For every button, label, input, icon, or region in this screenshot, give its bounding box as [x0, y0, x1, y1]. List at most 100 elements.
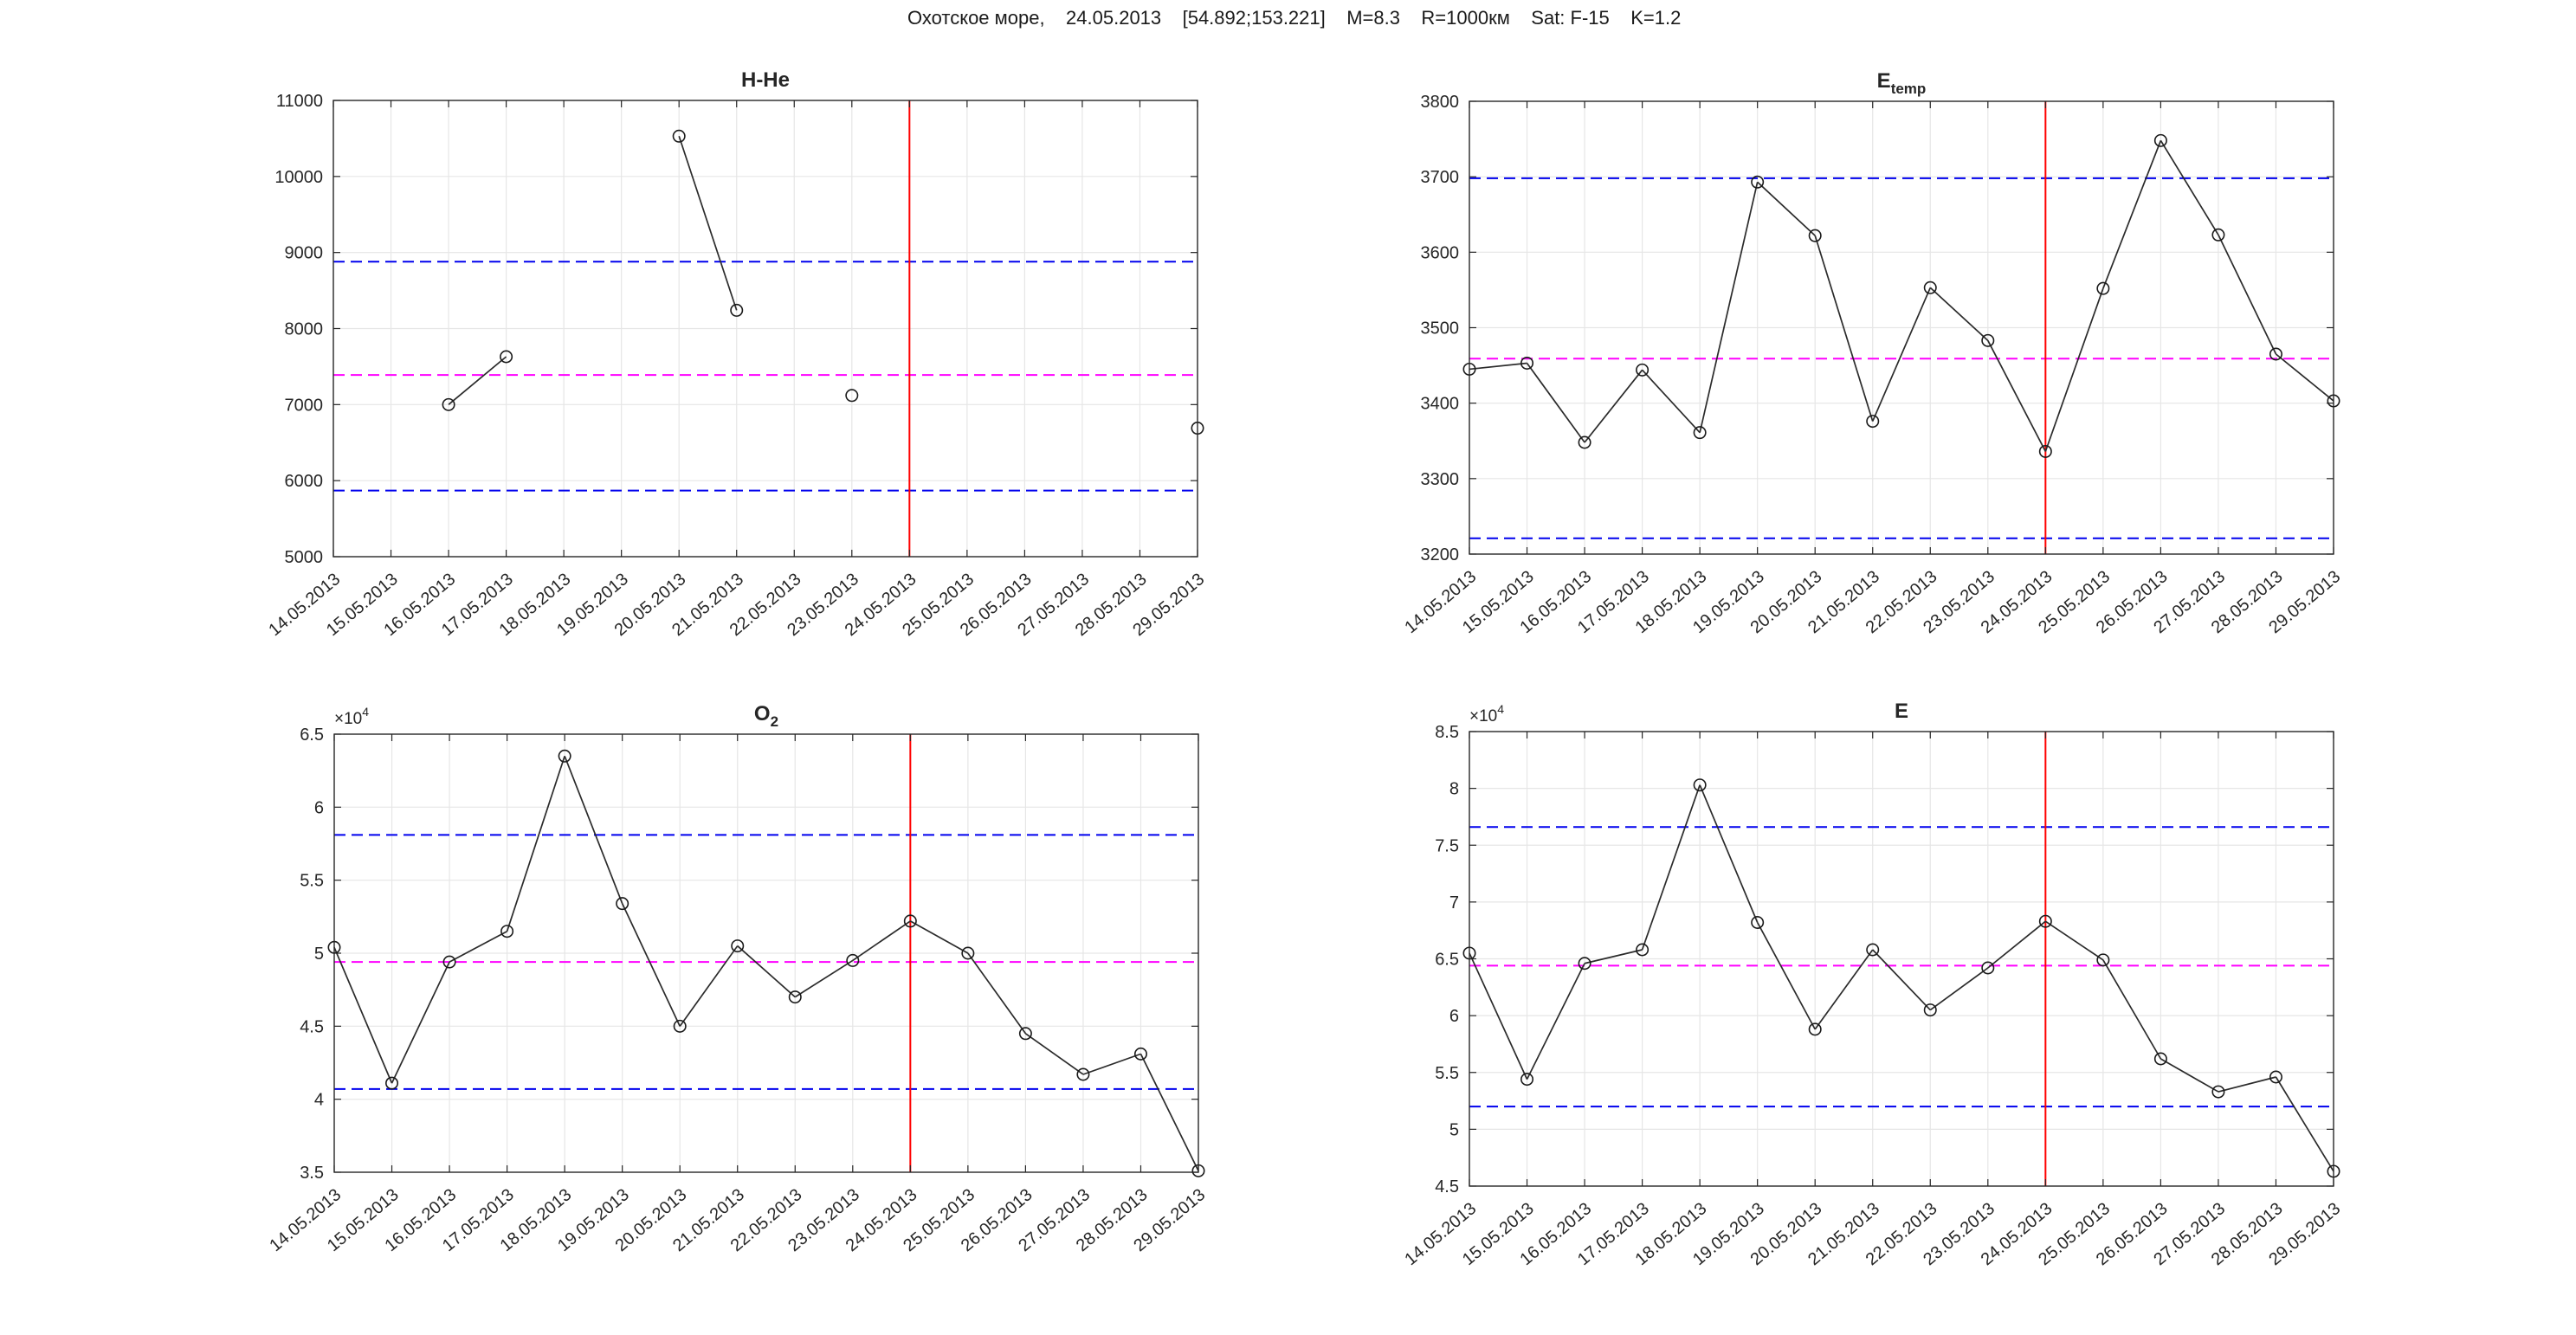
- series: [448, 136, 738, 405]
- data-point: [385, 1076, 399, 1090]
- y-tick-label: 6: [314, 798, 324, 817]
- data-point: [1693, 778, 1707, 792]
- y-tick-label: 6: [1449, 1007, 1459, 1026]
- series-segment: [391, 961, 450, 1084]
- data-point: [731, 939, 745, 953]
- figure-title: Охотское море, 24.05.2013 [54.892;153.22…: [907, 7, 1682, 29]
- series-segment: [2102, 959, 2162, 1060]
- chart-e: 4.555.566.577.588.514.05.201315.05.20131…: [1401, 700, 2344, 1269]
- tick-marks: [1469, 731, 2334, 1187]
- data-point: [1578, 435, 1591, 449]
- series-segment: [1814, 949, 1874, 1030]
- series-segment: [1641, 784, 1701, 951]
- series-segment: [449, 930, 507, 963]
- y-tick-label: 6.5: [300, 726, 324, 745]
- y-tick-label: 3.5: [300, 1164, 324, 1183]
- y-tick-label: 3700: [1421, 168, 1460, 187]
- data-point: [616, 897, 629, 911]
- series-segment: [1872, 949, 1931, 1011]
- data-point: [2038, 444, 2052, 458]
- data-point: [1866, 943, 1880, 957]
- y-tick-label: 10000: [274, 168, 323, 187]
- tick-marks: [1469, 100, 2334, 555]
- chart-title-subscript: temp: [1891, 81, 1927, 97]
- series-segment: [2160, 139, 2219, 235]
- data-point: [1808, 229, 1822, 242]
- series-segment: [909, 920, 969, 954]
- chart-title: E: [1895, 700, 1908, 723]
- y-tick-label: 8: [1449, 780, 1459, 799]
- data-point: [1751, 916, 1765, 930]
- y-tick-label: 6.5: [1435, 951, 1459, 970]
- tick-marks: [332, 100, 1198, 558]
- y-tick-label: 9000: [285, 244, 324, 263]
- y-tick-label: 3200: [1421, 545, 1460, 564]
- y-tick-label: 3500: [1421, 319, 1460, 339]
- series-segment: [1469, 952, 1528, 1080]
- data-point: [1636, 363, 1650, 377]
- data-point: [1923, 1003, 1937, 1017]
- chart-title: H-He: [741, 68, 790, 92]
- series-segment: [1641, 369, 1701, 434]
- chart-title: O2: [754, 702, 778, 730]
- series-segment: [1584, 949, 1643, 964]
- data-point: [500, 925, 514, 938]
- data-point: [845, 389, 859, 403]
- series-segment: [2218, 234, 2277, 355]
- data-point: [2096, 953, 2110, 967]
- data-point: [2211, 228, 2225, 242]
- data-point: [2211, 1085, 2225, 1099]
- data-point: [788, 990, 802, 1004]
- data-point: [1923, 281, 1937, 294]
- series-segment: [506, 756, 565, 932]
- data-point: [1133, 1047, 1147, 1061]
- data-point: [2038, 914, 2052, 928]
- series-segment: [679, 945, 739, 1027]
- y-tick-label: 4: [314, 1091, 324, 1110]
- series-segment: [564, 755, 623, 904]
- y-tick-label: 5000: [285, 548, 324, 567]
- grid: [1469, 101, 2334, 554]
- markers: [327, 749, 1205, 1177]
- series-segment: [1584, 369, 1643, 443]
- chart-title: Etemp: [1877, 69, 1927, 97]
- series-segment: [967, 952, 1027, 1035]
- data-point: [442, 955, 456, 969]
- data-point: [500, 350, 513, 364]
- series: [333, 755, 1199, 1171]
- y-tick-label: 11000: [276, 92, 323, 111]
- y-exponent-label: ×104: [1469, 702, 1504, 726]
- data-point: [1520, 1073, 1534, 1087]
- data-point: [1520, 356, 1534, 370]
- series-segment: [2160, 1058, 2219, 1093]
- data-point: [961, 946, 975, 960]
- tick-marks: [333, 733, 1199, 1173]
- series-segment: [1987, 920, 2046, 969]
- series-segment: [1814, 235, 1874, 422]
- y-tick-label: 8000: [285, 320, 324, 339]
- series-segment: [737, 945, 796, 998]
- chart-o2: 3.544.555.566.514.05.201315.05.201316.05…: [266, 702, 1209, 1255]
- series-segment: [621, 903, 681, 1027]
- series-segment: [1699, 784, 1759, 923]
- y-tick-label: 3600: [1421, 243, 1460, 262]
- y-tick-label: 7000: [285, 396, 324, 415]
- data-point: [1866, 415, 1880, 429]
- chart-hhe: 50006000700080009000100001100014.05.2013…: [265, 68, 1208, 640]
- data-point: [2153, 1052, 2167, 1066]
- series-segment: [1756, 922, 1816, 1030]
- y-tick-label: 7.5: [1435, 836, 1459, 855]
- series-segment: [1929, 287, 1989, 341]
- data-point: [673, 1019, 687, 1033]
- series: [1469, 139, 2334, 452]
- series-segment: [1140, 1054, 1199, 1171]
- series-segment: [1699, 182, 1759, 433]
- data-point: [1578, 957, 1591, 971]
- series-segment: [1024, 1033, 1084, 1075]
- y-tick-label: 8.5: [1435, 723, 1459, 742]
- data-point: [1751, 175, 1765, 189]
- series-segment: [678, 136, 738, 311]
- series-segment: [2275, 353, 2334, 402]
- y-tick-label: 3400: [1421, 395, 1460, 414]
